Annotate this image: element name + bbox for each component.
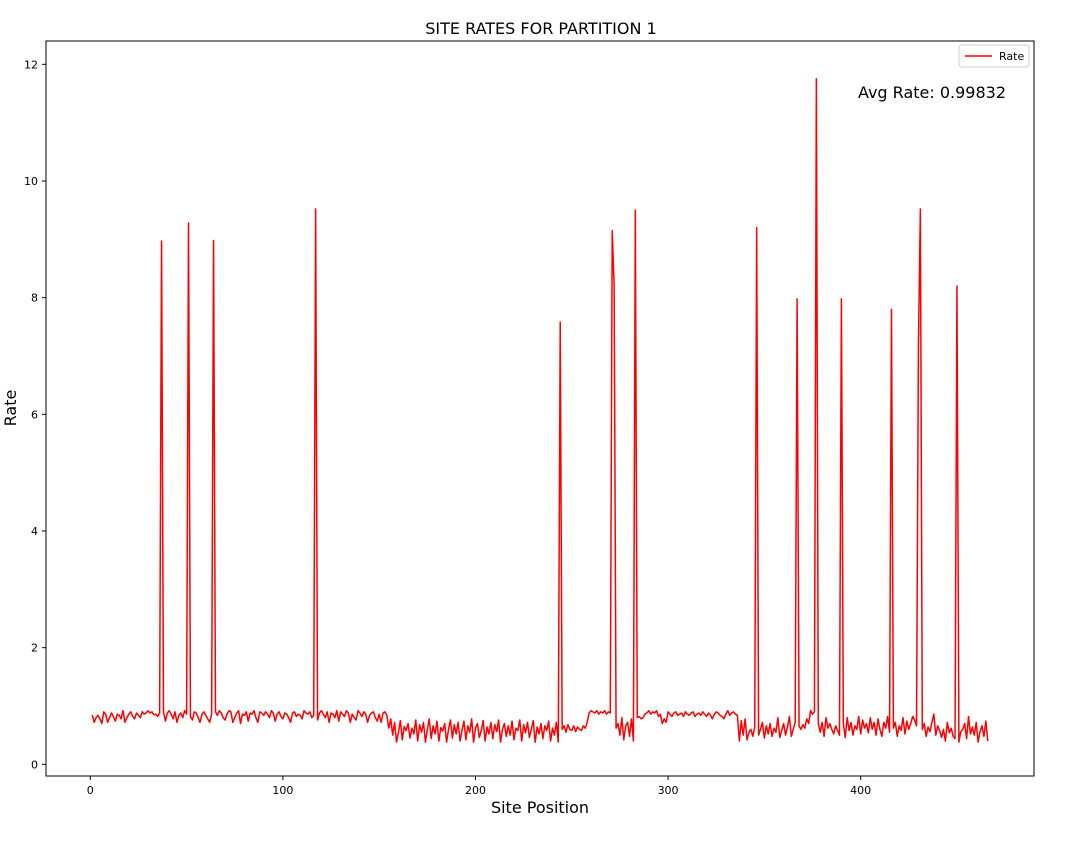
chart-title: SITE RATES FOR PARTITION 1 xyxy=(425,19,656,38)
x-axis-label: Site Position xyxy=(491,798,589,817)
y-tick-label: 2 xyxy=(31,642,38,655)
avg-rate-annotation: Avg Rate: 0.99832 xyxy=(858,83,1006,102)
y-tick-label: 10 xyxy=(24,175,38,188)
y-tick-label: 12 xyxy=(24,58,38,71)
y-axis-label: Rate xyxy=(1,390,20,427)
y-tick-label: 8 xyxy=(31,292,38,305)
y-tick-label: 6 xyxy=(31,408,38,421)
y-tick-label: 0 xyxy=(31,758,38,771)
y-axis-ticks: 0 2 4 6 8 10 12 xyxy=(24,58,46,771)
x-tick-label: 400 xyxy=(850,784,871,797)
x-tick-label: 300 xyxy=(658,784,679,797)
legend: Rate xyxy=(958,44,1030,68)
x-tick-label: 200 xyxy=(465,784,486,797)
x-tick-label: 0 xyxy=(87,784,94,797)
legend-box xyxy=(958,44,1030,68)
rate-series-line xyxy=(91,78,989,743)
x-axis-ticks: 0 100 200 300 400 xyxy=(87,776,871,797)
y-tick-label: 4 xyxy=(31,525,38,538)
x-tick-label: 100 xyxy=(272,784,293,797)
legend-label-rate: Rate xyxy=(999,50,1024,63)
plot-area-frame xyxy=(45,40,1035,777)
